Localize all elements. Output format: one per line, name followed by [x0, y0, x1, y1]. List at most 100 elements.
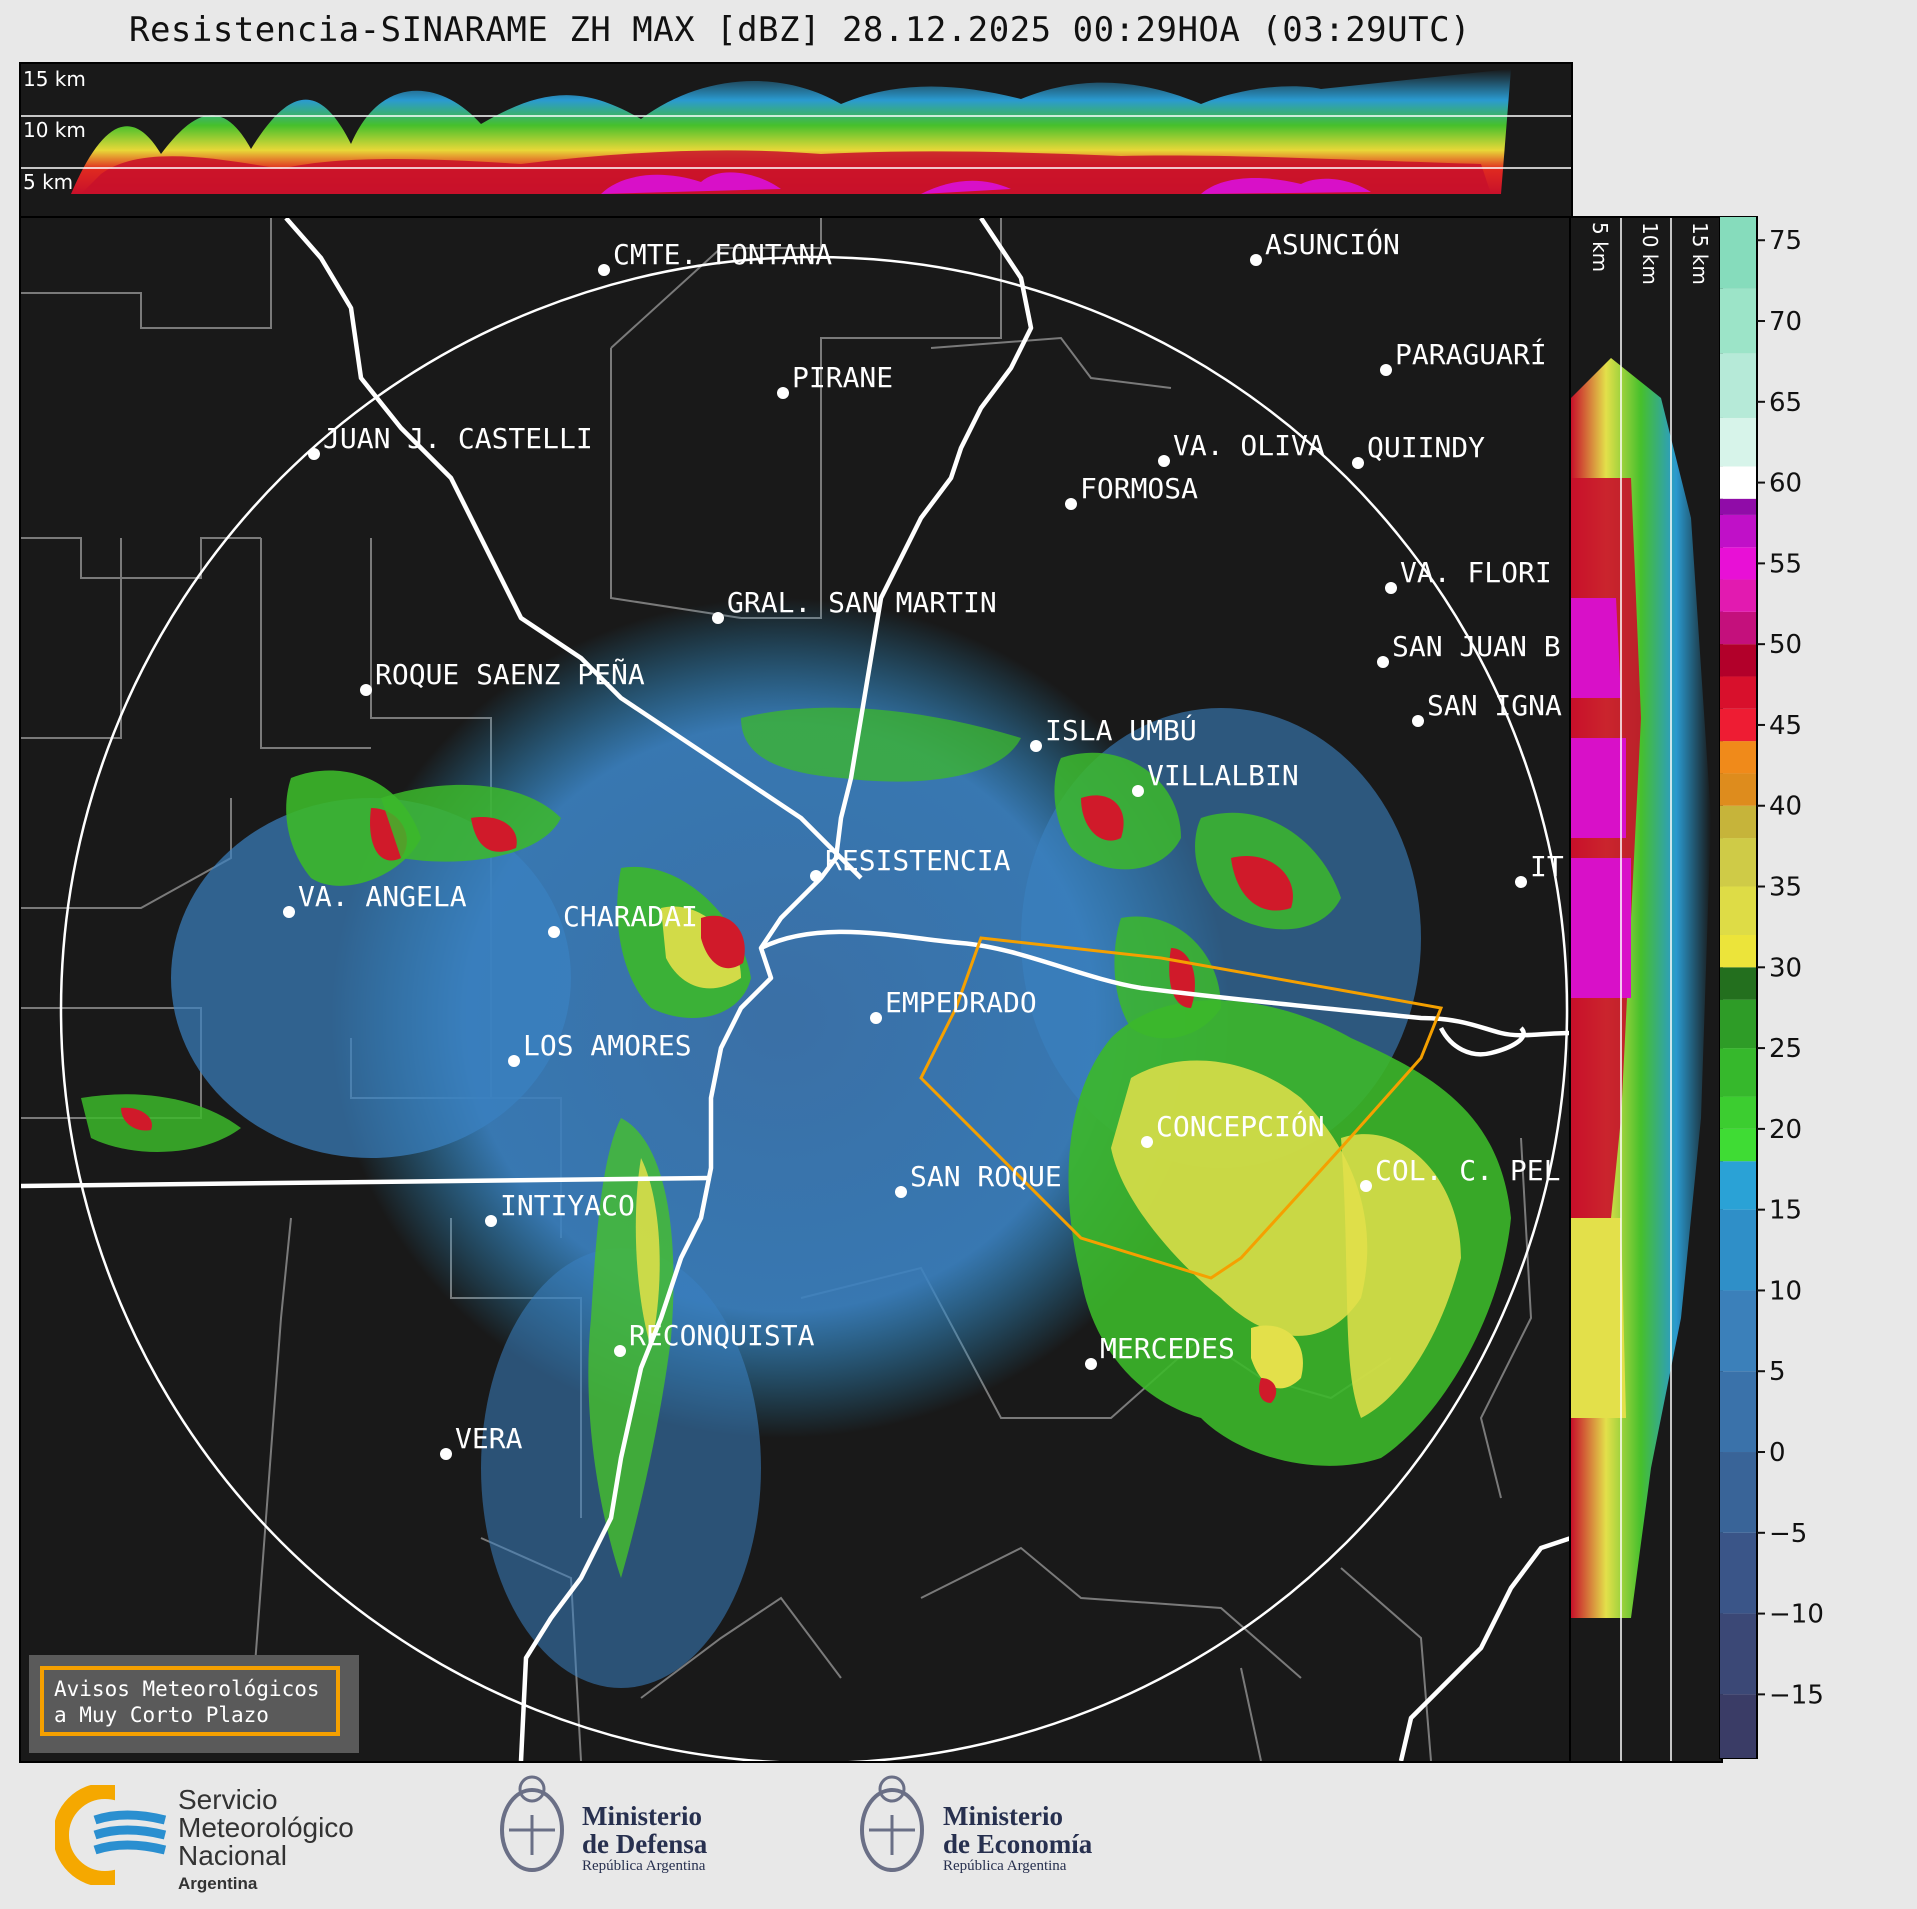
economia-line2: de Economía [943, 1829, 1093, 1859]
side-alt-label-15: 15 km [1688, 222, 1712, 285]
city-label: VERA [455, 1422, 523, 1455]
top-alt-label-10: 10 km [23, 118, 86, 142]
city-marker: IT [1515, 850, 1564, 888]
city-dot [1352, 457, 1364, 469]
smn-line2: Meteorológico [178, 1812, 354, 1843]
city-label: IT [1530, 850, 1564, 883]
colorbar-tick-label: −5 [1769, 1519, 1807, 1549]
colorbar-swatch [1719, 466, 1757, 499]
smn-logo-icon [55, 1785, 175, 1885]
colorbar-tick-label: 70 [1769, 307, 1802, 337]
city-dot [598, 264, 610, 276]
side-cross-section-svg: 5 km 10 km 15 km [1571, 218, 1712, 1761]
city-marker: RESISTENCIA [810, 844, 1011, 882]
city-dot [548, 926, 560, 938]
colorbar-tick-label: 10 [1769, 1276, 1802, 1306]
smn-logo-text: Servicio Meteorológico Nacional Argentin… [178, 1786, 354, 1898]
radar-map-svg: CMTE. FONTANA ASUNCIÓN PARAGUARÍ PIRANE JUAN… [21, 218, 1571, 1761]
warning-line-1: Avisos Meteorológicos [54, 1677, 320, 1701]
colorbar-swatch [1719, 934, 1757, 968]
city-label: QUIINDY [1367, 431, 1485, 464]
city-marker: SAN IGNA [1412, 689, 1562, 727]
city-marker: VA. ANGELA [283, 880, 467, 918]
top-alt-label-15: 15 km [23, 67, 86, 91]
city-marker: PARAGUARÍ [1380, 337, 1547, 376]
city-dot [485, 1215, 497, 1227]
city-label: INTIYACO [500, 1189, 635, 1222]
city-marker: FORMOSA [1065, 472, 1198, 510]
city-dot [1515, 876, 1527, 888]
colorbar-swatch [1719, 1452, 1757, 1533]
city-marker: VERA [440, 1422, 523, 1460]
smn-line3: Nacional [178, 1840, 287, 1871]
warning-legend-box[interactable]: Avisos Meteorológicos a Muy Corto Plazo [29, 1655, 359, 1753]
page-title: Resistencia-SINARAME ZH MAX [dBZ] 28.12.… [128, 10, 1472, 50]
city-label: GRAL. SAN MARTIN [727, 586, 997, 619]
city-label: COL. C. PEL [1375, 1154, 1560, 1187]
colorbar-tick-label: 35 [1769, 873, 1802, 903]
city-dot [1360, 1180, 1372, 1192]
colorbar-swatch [1719, 1532, 1757, 1614]
city-dot [1141, 1136, 1153, 1148]
city-dot [1085, 1358, 1097, 1370]
city-marker: ISLA UMBÚ [1030, 713, 1197, 752]
colorbar-tick-label: 60 [1769, 469, 1802, 499]
city-dot [614, 1345, 626, 1357]
colorbar-tick-label: 50 [1769, 630, 1802, 660]
defensa-line1: Ministerio [582, 1801, 702, 1831]
city-marker: LOS AMORES [508, 1029, 692, 1067]
city-marker: QUIINDY [1352, 431, 1485, 469]
city-dot [1030, 740, 1042, 752]
city-dot [1385, 582, 1397, 594]
defensa-line3: República Argentina [582, 1858, 706, 1874]
colorbar-swatch [1719, 708, 1757, 742]
city-label: MERCEDES [1100, 1332, 1235, 1365]
colorbar-tick-label: 65 [1769, 388, 1802, 418]
side-alt-label-10: 10 km [1638, 222, 1662, 285]
city-label: VA. ANGELA [298, 880, 467, 913]
colorbar-tick-label: −15 [1769, 1680, 1824, 1710]
city-label: ROQUE SAENZ PEÑA [375, 657, 645, 691]
side-alt-label-5: 5 km [1588, 222, 1612, 272]
top-echo-band [71, 69, 1511, 194]
city-marker: VA. OLIVA [1158, 429, 1325, 467]
colorbar-swatch [1719, 1048, 1757, 1097]
city-marker: ROQUE SAENZ PEÑA [360, 657, 645, 696]
colorbar-swatch [1719, 773, 1757, 806]
city-label: VA. OLIVA [1173, 429, 1325, 462]
colorbar-tick-label: 15 [1769, 1196, 1802, 1226]
city-label: EMPEDRADO [885, 986, 1037, 1019]
city-label: CMTE. FONTANA [613, 238, 832, 271]
top-cross-section-panel: 15 km 10 km 5 km [19, 62, 1573, 220]
top-alt-label-5: 5 km [23, 170, 73, 194]
colorbar-swatch [1719, 417, 1757, 467]
city-dot [810, 870, 822, 882]
city-marker: SAN ROQUE [895, 1160, 1062, 1198]
colorbar-tick-label: 0 [1769, 1438, 1786, 1468]
city-label: CONCEPCIÓN [1156, 1109, 1325, 1143]
city-marker: CONCEPCIÓN [1141, 1109, 1325, 1148]
colorbar-swatch [1719, 644, 1757, 677]
city-dot [1132, 785, 1144, 797]
city-marker: RECONQUISTA [614, 1319, 815, 1357]
smn-logo [55, 1785, 175, 1885]
colorbar-tick-label: 30 [1769, 953, 1802, 983]
colorbar-swatch [1719, 805, 1757, 839]
colorbar-swatch [1719, 1096, 1757, 1129]
colorbar-swatch [1719, 579, 1757, 612]
city-dot [1412, 715, 1424, 727]
colorbar-swatch [1719, 1128, 1757, 1162]
top-cross-section-svg: 15 km 10 km 5 km [21, 67, 1571, 194]
smn-line4: Argentina [178, 1874, 258, 1893]
city-dot [440, 1448, 452, 1460]
city-marker: MERCEDES [1085, 1332, 1235, 1370]
colorbar: 75 70 65 60 55 50 45 40 35 30 25 20 15 10 5 0 −5 −10 −15 [1719, 216, 1917, 1759]
colorbar-swatch [1719, 1371, 1757, 1453]
city-markers: CMTE. FONTANA ASUNCIÓN PARAGUARÍ PIRANE JUAN… [283, 227, 1564, 1460]
city-dot [360, 684, 372, 696]
side-echo-band [1571, 358, 1711, 1618]
warning-polygon [919, 936, 1444, 1280]
city-marker: VA. FLORI [1385, 556, 1552, 594]
city-label: RESISTENCIA [825, 844, 1011, 877]
city-label: CHARADAI [563, 900, 698, 933]
